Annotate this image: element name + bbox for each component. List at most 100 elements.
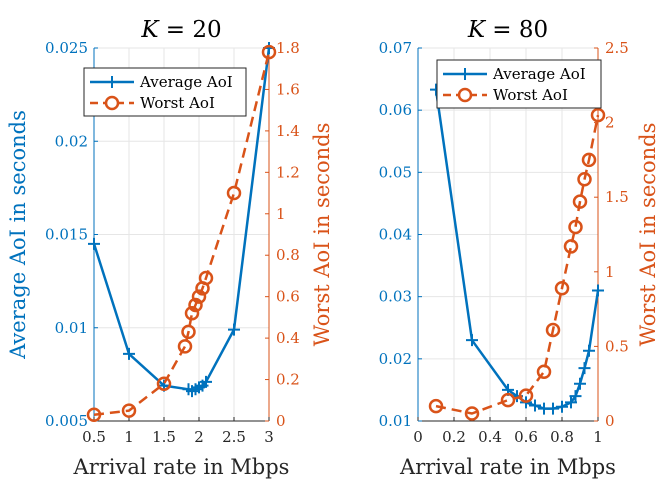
data-point-average-aoi [592,284,604,297]
x-axis-label: Arrival rate in Mbps [399,455,616,479]
left-y-tick-label: 0.005 [45,412,88,430]
chart-title: K = 20 [140,17,221,43]
data-point-worst-aoi [86,407,102,423]
left-y-tick-label: 0.06 [379,101,412,119]
legend-label: Average AoI [492,65,586,83]
right-y-tick-label: 2.5 [605,39,629,57]
chart-title: K = 80 [467,17,548,43]
right-y-axis-label: Worst AoI in seconds [310,123,334,347]
right-y-tick-label: 0.5 [605,337,629,355]
data-point-worst-aoi [156,376,172,391]
data-point-worst-aoi [568,219,583,235]
data-point-worst-aoi [577,172,592,187]
data-point-worst-aoi [188,297,203,313]
x-tick-label: 0.5 [82,428,106,446]
data-point-worst-aoi [464,406,480,421]
data-point-worst-aoi [261,44,277,60]
data-point-worst-aoi [518,388,534,403]
right-y-tick-label: 1.8 [276,39,300,57]
right-y-tick-label: 0.6 [276,288,300,306]
right-y-tick-label: 0 [276,412,286,430]
data-point-worst-aoi [181,324,196,340]
left-y-tick-label: 0.02 [379,350,412,368]
data-point-worst-aoi [545,322,561,338]
data-point-average-aoi [228,323,240,336]
data-point-average-aoi [565,396,577,409]
data-point-average-aoi [123,347,135,360]
right-y-tick-label: 0 [605,412,615,430]
data-point-worst-aoi [198,270,214,286]
data-point-worst-aoi [581,152,597,168]
data-point-average-aoi [547,402,559,415]
x-tick-label: 1 [124,428,134,446]
legend-label: Worst AoI [493,86,568,104]
data-point-worst-aoi [500,392,516,408]
series-line-average-aoi [434,89,600,410]
left-y-tick-label: 0.04 [379,226,412,244]
data-point-worst-aoi [563,239,579,254]
legend-label: Average AoI [139,73,233,91]
data-point-worst-aoi [191,289,207,304]
right-y-tick-label: 1 [605,263,615,281]
data-point-average-aoi [569,390,582,403]
right-y-tick-label: 0.4 [276,329,300,347]
left-y-tick-label: 0.015 [45,226,88,244]
series-line-worst-aoi [93,51,271,417]
chart-title-var: K [467,17,487,43]
data-point-average-aoi [466,334,478,347]
data-point-worst-aoi [536,364,552,380]
data-point-average-aoi [578,362,591,375]
data-point-average-aoi [88,237,100,250]
x-tick-label: 0.2 [442,428,466,446]
data-point-average-aoi [574,377,586,390]
data-point-worst-aoi [554,280,570,296]
legend-marker-plus [459,68,471,80]
x-axis-label: Arrival rate in Mbps [73,455,290,479]
left-y-tick-label: 0.01 [379,412,412,430]
left-y-tick-label: 0.03 [379,288,412,306]
right-y-tick-label: 1.2 [276,163,300,181]
right-y-tick-label: 1.5 [605,188,629,206]
right-y-tick-label: 1.6 [276,80,300,98]
x-tick-label: 0 [413,428,423,446]
left-y-tick-label: 0.02 [55,132,88,150]
x-tick-label: 0.8 [550,428,574,446]
data-point-average-aoi [583,344,595,357]
chart-title-var: K [140,17,160,43]
right-y-tick-label: 1.4 [276,122,300,140]
data-point-worst-aoi [121,403,137,418]
x-tick-label: 0.4 [478,428,502,446]
right-y-tick-label: 0.8 [276,246,300,264]
chart-1: 0.5 1 1.5 2 2.5 3 0.005 0.01 0.015 0.02 0.025 0 0.2 0… [6,17,334,479]
legend: Average AoI Worst AoI [83,67,247,117]
legend-marker-plus [106,76,118,88]
x-tick-label: 1 [593,428,603,446]
legend-label: Worst AoI [140,94,215,112]
x-tick-label: 2 [194,428,204,446]
data-point-average-aoi [529,399,541,412]
data-point-worst-aoi [590,107,606,123]
left-y-tick-label: 0.07 [379,39,412,57]
series-line-worst-aoi [435,114,600,415]
data-point-worst-aoi [226,185,242,201]
chart-title-rest: = 20 [159,17,222,43]
data-point-worst-aoi [428,398,444,414]
data-point-worst-aoi [177,339,193,354]
data-point-worst-aoi [572,194,588,209]
x-tick-label: 3 [264,428,274,446]
data-point-average-aoi [556,400,568,413]
chart-2: 0 0.2 0.4 0.6 0.8 1 0.01 0.02 0.03 0.04 0.05 0.06 0.… [379,17,660,479]
left-y-tick-label: 0.01 [55,319,88,337]
x-tick-label: 0.6 [514,428,538,446]
data-point-worst-aoi [184,305,200,321]
legend: Average AoI Worst AoI [436,59,602,109]
left-y-tick-label: 0.025 [45,39,88,57]
legend-marker-circle [104,95,120,111]
data-point-average-aoi [200,375,212,388]
chart-title-rest: = 80 [485,17,548,43]
right-y-axis-label: Worst AoI in seconds [636,123,660,347]
legend-marker-circle [457,87,473,103]
right-y-tick-label: 2 [605,114,615,132]
right-y-tick-label: 1 [276,205,286,223]
